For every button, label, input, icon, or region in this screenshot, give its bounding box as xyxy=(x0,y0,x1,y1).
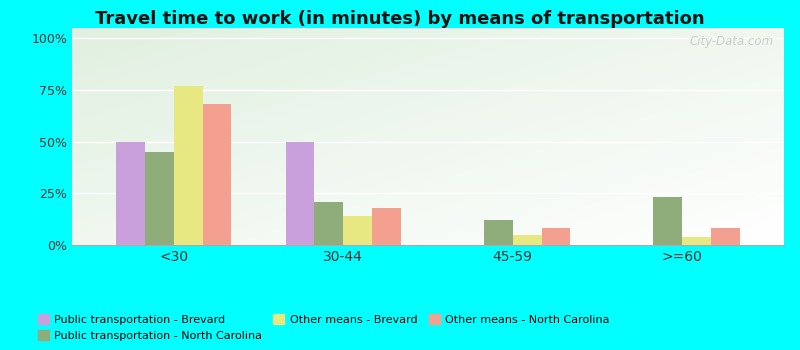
Bar xyxy=(372,208,401,245)
Text: City-Data.com: City-Data.com xyxy=(689,35,774,48)
Legend: Public transportation - Brevard, Public transportation - North Carolina, Other m: Public transportation - Brevard, Public … xyxy=(38,314,610,341)
Bar xyxy=(202,104,231,245)
Bar xyxy=(682,237,711,245)
Bar xyxy=(314,202,343,245)
Bar xyxy=(513,234,542,245)
Bar xyxy=(484,220,513,245)
Bar xyxy=(286,142,314,245)
Bar xyxy=(145,152,174,245)
Bar xyxy=(343,216,372,245)
Text: Travel time to work (in minutes) by means of transportation: Travel time to work (in minutes) by mean… xyxy=(95,10,705,28)
Bar xyxy=(542,229,570,245)
Bar xyxy=(174,86,202,245)
Bar xyxy=(711,229,740,245)
Bar xyxy=(116,142,145,245)
Bar xyxy=(654,197,682,245)
